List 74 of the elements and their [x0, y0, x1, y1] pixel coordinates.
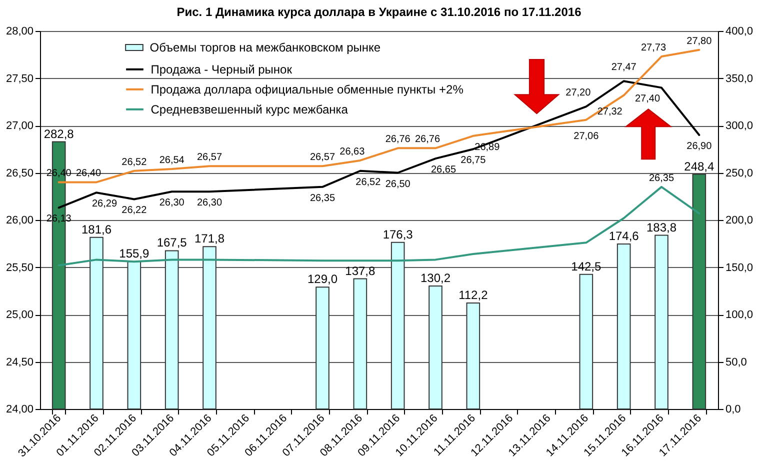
data-label: 171,8 — [194, 232, 225, 246]
bar — [428, 285, 442, 410]
data-label: 183,8 — [646, 220, 677, 234]
data-label: 26,63 — [340, 146, 366, 158]
chart-title: Рис. 1 Динамика курса доллара в Украине с 31.10.2016 по 17.11.2016 — [176, 5, 582, 19]
data-label: 26,75 — [460, 155, 486, 166]
data-label: 130,2 — [420, 270, 451, 285]
data-label: 26,30 — [159, 198, 185, 209]
data-label: 27,73 — [640, 42, 666, 54]
data-label: 248,4 — [684, 159, 715, 174]
y-tick-label: 28,00 — [6, 26, 34, 38]
data-label: 26,50 — [385, 178, 411, 190]
data-label: 112,2 — [458, 288, 488, 302]
data-label: 26,35 — [310, 192, 336, 204]
data-label: 26,76 — [414, 134, 440, 146]
bar — [390, 242, 405, 410]
bar — [316, 286, 330, 410]
data-label: 26,90 — [686, 140, 712, 152]
data-label: 129,0 — [307, 272, 338, 286]
data-label: 27,47 — [611, 62, 637, 74]
bar — [90, 236, 104, 410]
y-tick-label: 27,00 — [6, 120, 34, 132]
y2-tick-label: 300,0 — [726, 120, 754, 132]
data-label: 282,8 — [44, 126, 74, 141]
y2-tick-label: 250,0 — [726, 167, 754, 180]
data-label: 26,52 — [356, 176, 382, 188]
y-tick-label: 25,50 — [6, 262, 34, 274]
y2-tick-label: 50,0 — [726, 356, 747, 368]
bar — [654, 234, 668, 410]
data-label: 26,35 — [648, 172, 674, 184]
data-label: 155,9 — [119, 246, 150, 261]
bar — [579, 274, 594, 410]
data-label: 26,29 — [92, 198, 118, 210]
y-tick-label: 24,50 — [6, 356, 34, 368]
bar — [202, 246, 216, 410]
bar — [164, 250, 179, 410]
y2-tick-label: 200,0 — [726, 214, 754, 226]
y2-tick-label: 150,0 — [726, 262, 754, 274]
data-label: 26,30 — [196, 198, 222, 209]
bar — [127, 261, 142, 410]
data-label: 27,32 — [597, 106, 623, 118]
bar — [353, 278, 368, 410]
y-tick-label: 24,00 — [6, 404, 34, 416]
data-label: 181,6 — [81, 222, 112, 236]
data-label: 26,52 — [122, 156, 148, 168]
data-label: 26,57 — [196, 152, 222, 164]
y2-tick-label: 100,0 — [726, 309, 754, 321]
data-label: 26,22 — [122, 205, 148, 216]
y2-tick-label: 350,0 — [726, 72, 754, 85]
legend-label: Продажа - Черный рынок — [150, 62, 293, 76]
bar — [616, 244, 631, 410]
y-tick-label: 26,00 — [6, 214, 34, 226]
bar — [692, 174, 706, 410]
data-label: 176,3 — [382, 227, 414, 242]
data-label: 137,8 — [345, 264, 376, 278]
bar — [466, 302, 480, 410]
y2-tick-label: 400,0 — [726, 26, 754, 38]
y-tick-label: 27,50 — [6, 72, 34, 85]
data-label: 27,40 — [634, 94, 660, 105]
data-label: 26,76 — [385, 134, 411, 146]
data-label: 174,6 — [608, 229, 640, 244]
data-label: 27,06 — [574, 130, 600, 142]
data-label: 27,80 — [686, 36, 712, 47]
y-tick-label: 26,50 — [6, 167, 34, 180]
y-tick-label: 25,00 — [6, 309, 34, 321]
data-label: 26,57 — [310, 152, 336, 164]
legend-label: Объемы торгов на межбанковском рынке — [150, 40, 381, 54]
data-label: 26,54 — [159, 154, 185, 166]
data-label: 26,65 — [430, 164, 456, 176]
legend-label: Средневзвешенный курс межбанка — [150, 102, 348, 116]
legend-label: Продажа доллара официальные обменные пункты +2% — [150, 82, 464, 96]
y2-tick-label: 0,0 — [726, 404, 741, 416]
data-label: 27,20 — [566, 88, 592, 99]
data-label: 167,5 — [156, 236, 188, 250]
